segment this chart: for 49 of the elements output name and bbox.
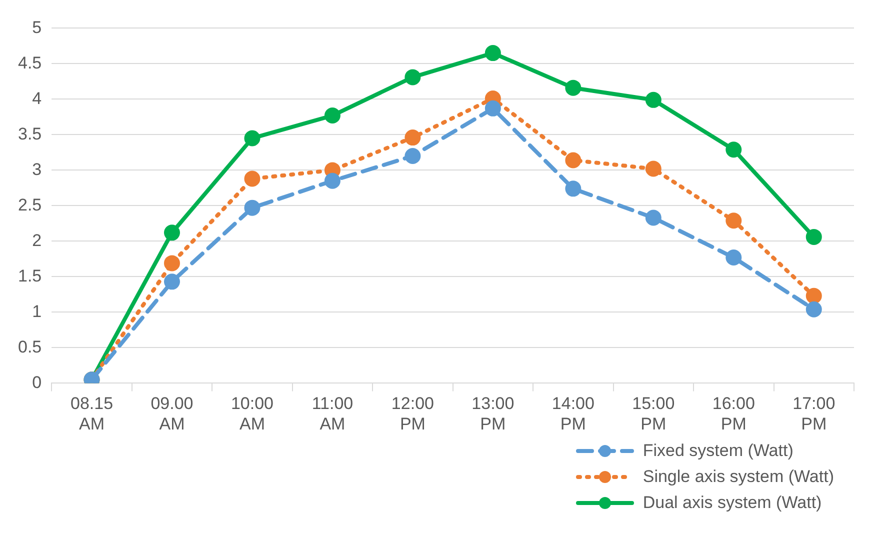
y-tick-label: 1: [32, 302, 42, 321]
x-tick-label: 10:00 AM: [230, 394, 274, 434]
point: [726, 142, 742, 158]
point: [806, 288, 822, 304]
point: [404, 69, 421, 86]
point: [484, 45, 501, 62]
point: [484, 100, 501, 116]
point: [726, 212, 742, 229]
point: [565, 152, 582, 168]
legend-label: Fixed system (Watt): [642, 441, 794, 461]
point: [244, 130, 260, 146]
y-tick-label: 2.5: [18, 195, 42, 214]
y-tick-label: 2: [32, 230, 42, 250]
point: [164, 224, 180, 241]
point: [324, 172, 340, 189]
point: [806, 228, 822, 245]
x-tick-label: 14:00 PM: [552, 394, 594, 434]
legend-label: Dual axis system (Watt): [642, 493, 822, 513]
x-tick-label: 12:00 PM: [391, 394, 434, 434]
point: [324, 108, 340, 124]
x-tick-label: 13:00 PM: [472, 394, 514, 434]
y-tick-label: 0: [32, 372, 42, 392]
x-tick-label: 15:00 PM: [632, 394, 675, 434]
point: [164, 274, 180, 290]
y-tick-label: 1.5: [18, 266, 42, 286]
point: [645, 92, 662, 108]
point: [404, 148, 421, 164]
point: [565, 80, 582, 96]
y-tick-label: 5: [32, 18, 42, 37]
point: [565, 180, 582, 197]
x-tick-label: 17:00 PM: [792, 394, 836, 434]
legend-label: Single axis system (Watt): [642, 467, 834, 487]
x-tick-label: 11:00 AM: [312, 394, 354, 434]
y-tick-label: 4: [32, 88, 42, 108]
point: [806, 301, 822, 318]
point: [645, 210, 662, 226]
point: [164, 255, 180, 272]
y-tick-label: 3.5: [18, 124, 42, 144]
x-tick-label: 09.00 AM: [150, 394, 194, 434]
y-tick-label: 0.5: [18, 337, 42, 356]
point: [244, 200, 260, 216]
point: [645, 160, 662, 177]
point: [404, 130, 421, 146]
y-tick-label: 3: [32, 160, 42, 179]
x-tick-label: 16:00 PM: [712, 394, 755, 434]
x-tick-label: 08.15 AM: [70, 394, 114, 434]
point: [244, 170, 260, 187]
y-tick-label: 4.5: [18, 53, 42, 72]
point: [726, 250, 742, 266]
